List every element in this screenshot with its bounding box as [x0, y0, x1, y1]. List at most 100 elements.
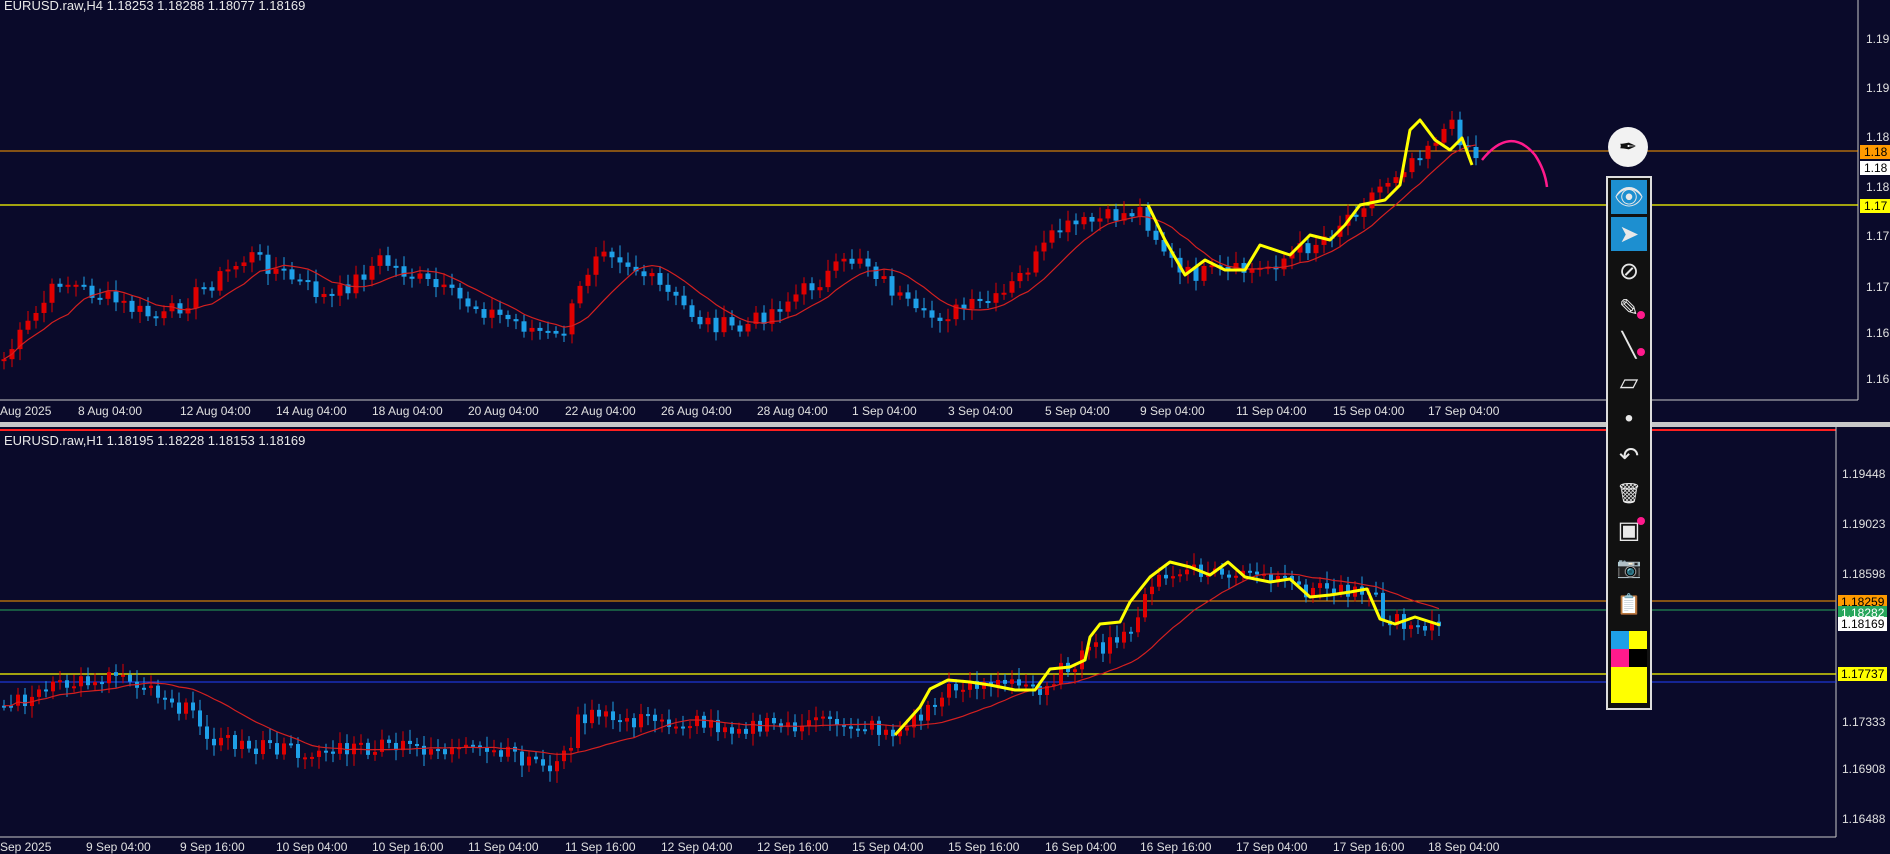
candle-body [149, 685, 153, 688]
dot-icon[interactable]: • [1624, 405, 1634, 432]
color-swatch-yellow[interactable] [1629, 631, 1647, 649]
line-icon[interactable]: ╲ [1611, 328, 1647, 362]
candle-body [611, 711, 615, 721]
candle-body [800, 725, 804, 732]
candle-body [993, 293, 999, 303]
candle-body [489, 309, 495, 318]
candle-body [521, 321, 527, 332]
clipboard-icon[interactable]: 📋 [1616, 593, 1642, 616]
candle-body [1, 359, 7, 362]
candle-body [1311, 587, 1315, 598]
h1-time-label: 9 Sep 16:00 [180, 840, 245, 854]
candle-body [881, 276, 887, 279]
candle-body [737, 325, 743, 332]
candle-body [1449, 119, 1455, 129]
candle-body [465, 298, 471, 307]
candle-body [57, 283, 63, 287]
candle-body [534, 756, 538, 760]
candle-body [625, 718, 629, 722]
candle-body [1227, 574, 1231, 578]
candle-body [889, 276, 895, 296]
h1-price-tag: 1.17737 [1838, 667, 1888, 681]
candle-body [1423, 626, 1427, 631]
h1-price-label: 1.16908 [1842, 762, 1886, 776]
projector-icon[interactable]: ▣ [1611, 513, 1647, 547]
candle-body [688, 726, 692, 729]
h1-price-tag: 1.18282 [1838, 606, 1888, 620]
h1-time-label: 15 Sep 04:00 [852, 840, 924, 854]
candle-body [86, 676, 90, 686]
h1-chart-canvas[interactable] [0, 427, 1890, 852]
candle-body [681, 295, 687, 306]
candle-body [33, 312, 39, 321]
candle-body [1297, 243, 1303, 253]
candle-body [249, 252, 255, 263]
h4-time-label: 9 Sep 04:00 [1140, 404, 1205, 418]
candle-body [873, 266, 879, 279]
color-swatch-black[interactable] [1629, 649, 1647, 667]
candle-body [345, 743, 349, 755]
candle-body [657, 273, 663, 285]
candle-body [281, 268, 287, 271]
candle-body [1441, 128, 1447, 143]
trash-icon[interactable]: 🗑 [1616, 482, 1642, 505]
candle-body [100, 682, 104, 685]
candle-body [481, 309, 487, 318]
color-swatch-blue[interactable] [1611, 631, 1629, 649]
candle-body [673, 291, 679, 296]
camera-icon[interactable]: 📷 [1616, 556, 1642, 579]
color-swatch-current[interactable] [1611, 667, 1647, 703]
candle-body [1339, 584, 1343, 594]
candle-body [1017, 679, 1021, 686]
candle-body [1409, 625, 1413, 629]
candle-body [425, 273, 431, 280]
candle-body [1161, 239, 1167, 252]
h1-price-label: 1.17333 [1842, 715, 1886, 729]
h4-time-label: 8 Aug 04:00 [78, 404, 143, 418]
h4-time-label: 5 Sep 04:00 [1045, 404, 1110, 418]
candle-body [744, 728, 748, 734]
candle-body [801, 283, 807, 295]
brush-glyph: ✎ [1618, 294, 1640, 322]
h4-time-label: 3 Sep 04:00 [948, 404, 1013, 418]
h1-time-label: 12 Sep 16:00 [757, 840, 829, 854]
candle-body [282, 743, 286, 755]
h4-chart[interactable]: EURUSD.raw,H4 1.18253 1.18288 1.18077 1.… [0, 0, 1890, 420]
candle-body [537, 327, 543, 331]
h1-time-label: 17 Sep 04:00 [1236, 840, 1308, 854]
color-swatch-pink[interactable] [1611, 649, 1629, 667]
eye-icon[interactable]: 👁 [1611, 180, 1647, 214]
candle-body [1374, 592, 1378, 595]
undo-icon[interactable]: ↶ [1618, 442, 1640, 470]
brush-icon[interactable]: ✎ [1611, 291, 1647, 325]
candle-body [492, 750, 496, 753]
h1-time-label: Sep 2025 [0, 840, 52, 854]
candle-body [79, 676, 83, 687]
candle-body [529, 327, 535, 332]
moving-average-line [3, 144, 1477, 360]
candle-body [1101, 642, 1105, 654]
candle-body [562, 750, 566, 762]
candle-body [745, 323, 751, 332]
candle-body [1201, 265, 1207, 281]
candle-body [520, 751, 524, 766]
candle-body [1129, 631, 1133, 634]
candle-body [1003, 679, 1007, 684]
candle-body [1122, 631, 1126, 643]
cursor-icon[interactable]: ➤ [1611, 217, 1647, 251]
candle-body [604, 711, 608, 717]
candle-body [254, 748, 258, 755]
eraser-icon[interactable]: ▱ [1619, 368, 1639, 396]
compass-icon[interactable]: ⊘ [1618, 257, 1640, 285]
candle-body [870, 720, 874, 730]
candle-body [1024, 684, 1028, 687]
h4-price-label: 1.16 [1866, 372, 1890, 386]
chart-separator[interactable] [0, 422, 1890, 427]
candle-body [926, 704, 930, 721]
h4-chart-canvas[interactable] [0, 0, 1890, 420]
brush-color-badge [1637, 311, 1645, 319]
h1-chart[interactable]: EURUSD.raw,H1 1.18195 1.18228 1.18153 1.… [0, 427, 1890, 854]
candle-body [905, 292, 911, 299]
pen-icon[interactable]: ✒ [1608, 127, 1648, 167]
candle-body [884, 729, 888, 735]
